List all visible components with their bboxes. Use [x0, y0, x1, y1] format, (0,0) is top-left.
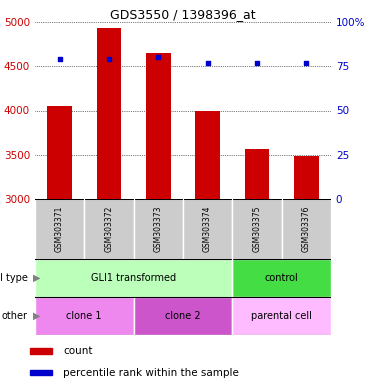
Point — [303, 60, 309, 66]
Point — [106, 56, 112, 62]
Point — [205, 60, 211, 66]
Bar — [35, 297, 134, 335]
Bar — [195, 111, 220, 199]
Text: GSM303375: GSM303375 — [252, 206, 262, 252]
Text: cell type: cell type — [0, 273, 27, 283]
Point — [254, 60, 260, 66]
Title: GDS3550 / 1398396_at: GDS3550 / 1398396_at — [110, 8, 256, 21]
Text: GSM303373: GSM303373 — [154, 206, 163, 252]
Text: clone 2: clone 2 — [165, 311, 201, 321]
Bar — [35, 259, 232, 297]
Bar — [282, 199, 331, 259]
Bar — [30, 348, 52, 354]
Text: control: control — [265, 273, 298, 283]
Text: parental cell: parental cell — [251, 311, 312, 321]
Bar — [232, 297, 331, 335]
Text: ▶: ▶ — [33, 273, 40, 283]
Point — [57, 56, 63, 62]
Bar — [232, 199, 282, 259]
Text: clone 1: clone 1 — [66, 311, 102, 321]
Text: GSM303374: GSM303374 — [203, 206, 212, 252]
Text: ▶: ▶ — [33, 311, 40, 321]
Bar — [96, 28, 121, 199]
Bar — [244, 149, 269, 199]
Bar — [183, 199, 232, 259]
Text: GSM303372: GSM303372 — [104, 206, 114, 252]
Text: count: count — [63, 346, 93, 356]
Bar — [134, 297, 232, 335]
Bar — [47, 106, 72, 199]
Text: GSM303376: GSM303376 — [302, 206, 311, 252]
Text: GLI1 transformed: GLI1 transformed — [91, 273, 176, 283]
Bar — [30, 370, 52, 375]
Point — [155, 54, 161, 60]
Text: percentile rank within the sample: percentile rank within the sample — [63, 368, 239, 378]
Text: GSM303371: GSM303371 — [55, 206, 64, 252]
Text: other: other — [1, 311, 27, 321]
Bar — [232, 259, 331, 297]
Bar — [84, 199, 134, 259]
Bar — [35, 199, 84, 259]
Bar — [294, 156, 319, 199]
Bar — [134, 199, 183, 259]
Bar — [146, 53, 171, 199]
